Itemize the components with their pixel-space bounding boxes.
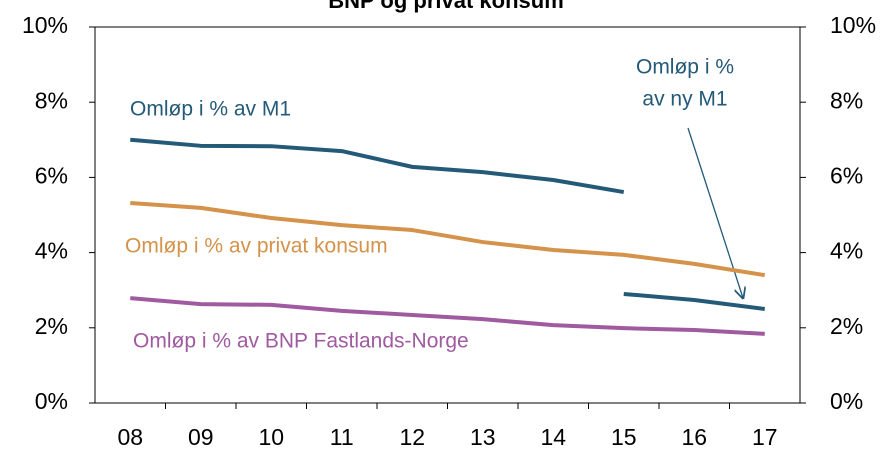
y2-tick-label: 8% <box>830 87 863 113</box>
y-tick-label: 2% <box>35 313 68 339</box>
x-tick-label: 08 <box>117 424 143 450</box>
series-label: Omløp i % av M1 <box>130 98 291 121</box>
x-tick-label: 11 <box>330 424 354 450</box>
x-tick-label: 12 <box>399 424 425 450</box>
x-tick-label: 09 <box>188 424 214 450</box>
y2-tick-label: 10% <box>830 12 876 38</box>
y2-tick-label: 0% <box>830 388 863 414</box>
chart-title: BNP og privat konsum <box>328 0 564 13</box>
x-tick-label: 16 <box>681 424 707 450</box>
y-tick-label: 8% <box>35 87 68 113</box>
y-tick-label: 4% <box>35 238 68 264</box>
annotation-arrow <box>687 127 743 298</box>
x-tick-label: 10 <box>258 424 284 450</box>
y2-tick-label: 4% <box>830 238 863 264</box>
annotation: Omløp i % <box>636 56 734 79</box>
y-tick-label: 0% <box>35 388 68 414</box>
series-label: Omløp i % av BNP Fastlands-Norge <box>133 330 469 353</box>
annotation: av ny M1 <box>642 88 727 111</box>
series-line <box>130 296 765 336</box>
x-tick-label: 15 <box>611 424 637 450</box>
y2-tick-label: 2% <box>830 313 863 339</box>
y-tick-label: 10% <box>22 12 68 38</box>
y-tick-label: 6% <box>35 162 68 188</box>
y2-tick-label: 6% <box>830 162 863 188</box>
x-tick-label: 13 <box>470 424 496 450</box>
series-line <box>130 200 766 278</box>
x-tick-label: 17 <box>752 424 778 450</box>
series-label: Omløp i % av privat konsum <box>125 235 388 258</box>
series-line <box>130 137 625 195</box>
x-tick-label: 14 <box>540 424 566 450</box>
series-line <box>623 291 766 311</box>
